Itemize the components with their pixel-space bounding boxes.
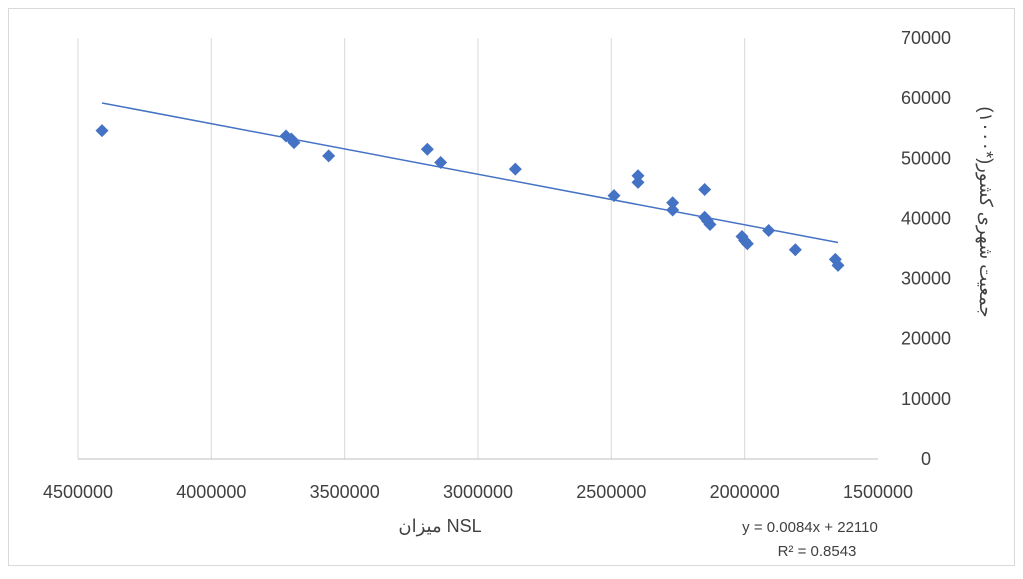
data-point xyxy=(322,149,336,163)
y-tick-label: 50000 xyxy=(901,148,951,168)
x-tick-label: 1500000 xyxy=(843,482,913,502)
y-tick-label: 0 xyxy=(921,449,931,469)
y-tick-labels: 0 10000 20000 30000 40000 50000 60000 70000 xyxy=(901,28,951,469)
data-point xyxy=(762,223,776,237)
data-points xyxy=(95,124,845,272)
data-point xyxy=(666,203,680,217)
chart-border xyxy=(8,8,1015,566)
data-point xyxy=(740,237,754,251)
data-point xyxy=(420,142,434,156)
data-point xyxy=(698,183,712,197)
data-point xyxy=(831,258,845,272)
x-tick-label: 3000000 xyxy=(443,482,513,502)
data-point xyxy=(788,243,802,257)
x-axis-title: میزان NSL xyxy=(398,516,481,537)
x-tick-labels: 4500000 4000000 3500000 3000000 2500000 20000… xyxy=(43,482,913,502)
trend-equation: y = 0.0084x + 22110 xyxy=(742,519,878,536)
y-tick-label: 20000 xyxy=(901,329,951,349)
trendline-path xyxy=(101,102,839,244)
y-tick-label: 40000 xyxy=(901,208,951,228)
trendline xyxy=(101,102,839,244)
data-point xyxy=(703,217,717,231)
x-tick-label: 2500000 xyxy=(576,482,646,502)
y-tick-label: 30000 xyxy=(901,269,951,289)
data-point xyxy=(508,162,522,176)
x-tick-label: 4500000 xyxy=(43,482,113,502)
y-tick-label: 10000 xyxy=(901,389,951,409)
gridlines xyxy=(77,38,746,459)
x-tick-label: 2000000 xyxy=(710,482,780,502)
trend-r-squared: R² = 0.8543 xyxy=(778,543,857,560)
x-tick-label: 3500000 xyxy=(310,482,380,502)
data-point xyxy=(631,169,645,183)
data-point xyxy=(95,124,109,138)
y-axis-title: جمعیت شهری کشور(*۱۰۰۰) xyxy=(975,106,996,317)
data-point xyxy=(434,155,448,169)
y-tick-label: 70000 xyxy=(901,28,951,48)
data-point xyxy=(631,175,645,189)
data-point xyxy=(666,196,680,210)
x-tick-label: 4000000 xyxy=(176,482,246,502)
y-tick-label: 60000 xyxy=(901,88,951,108)
